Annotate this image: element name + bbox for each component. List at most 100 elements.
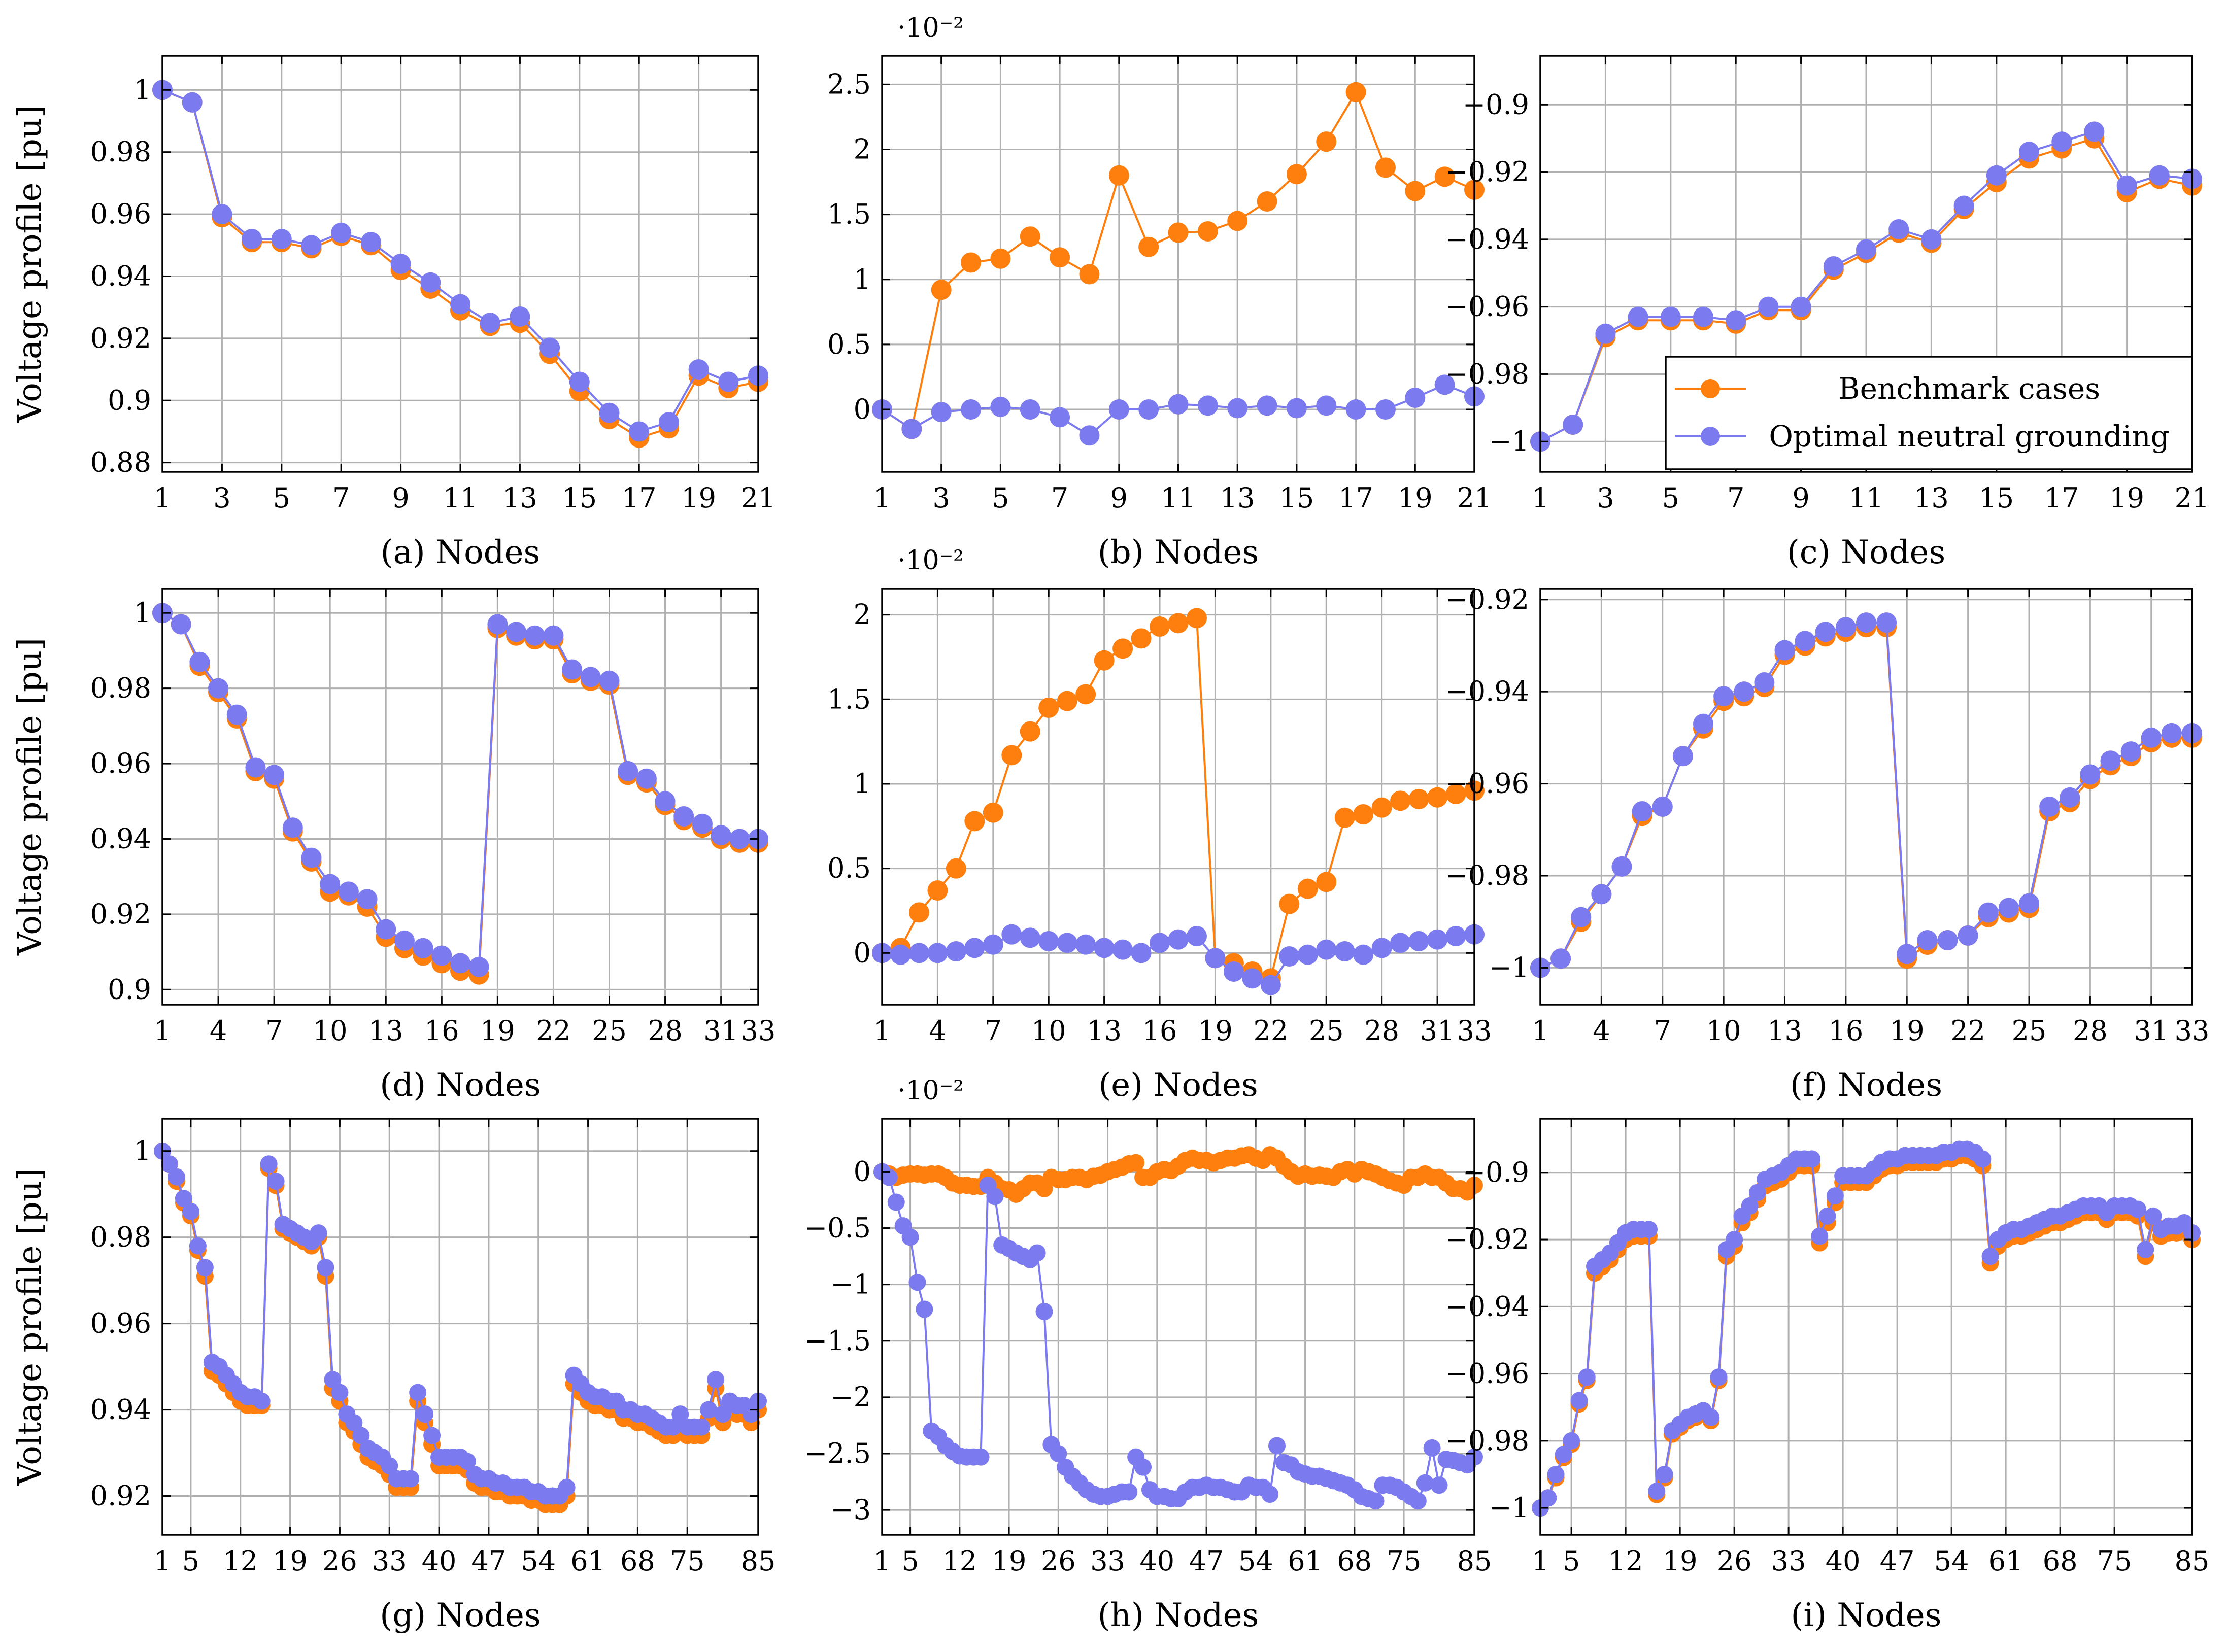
data-point [1050, 407, 1070, 428]
y-tick-label: 1 [134, 597, 151, 629]
data-point [1563, 1432, 1580, 1450]
x-tick-label: 26 [1041, 1545, 1076, 1577]
x-tick-label: 1 [1532, 1545, 1549, 1577]
data-point [1375, 399, 1396, 420]
y-tick-label: 0.92 [90, 898, 151, 930]
data-point [1353, 804, 1374, 824]
data-point [1826, 1187, 1844, 1205]
y-tick-label: 0.98 [90, 136, 151, 168]
x-tick-label: 13 [502, 482, 537, 514]
x-tick-label: 10 [1031, 1015, 1066, 1047]
data-point [331, 1384, 349, 1401]
data-point [1057, 691, 1077, 711]
x-tick-label: 47 [471, 1545, 507, 1577]
panels: 1 3 5 7 9 11 13 15 17 19 210.880.90.920.940.960.98… [11, 13, 2209, 1634]
y-tick-label: −3 [830, 1494, 871, 1526]
x-tick-label: 19 [681, 482, 716, 514]
data-point [1150, 933, 1170, 953]
y-tick-label: 1 [854, 768, 871, 800]
y-tick-label: −0.96 [1445, 1358, 1529, 1390]
data-point [1571, 907, 1592, 927]
data-point [908, 943, 929, 963]
data-point [301, 235, 322, 256]
series-optimal [1530, 121, 2202, 452]
x-tick-label: 10 [313, 1015, 348, 1047]
data-point [1257, 395, 1277, 416]
data-point [618, 761, 638, 781]
x-tick-label: 61 [1288, 1545, 1323, 1577]
plot-frame [161, 588, 759, 1006]
data-point [376, 919, 396, 940]
x-tick-label: 7 [332, 482, 350, 514]
data-point [1897, 944, 1917, 965]
x-tick-label: 54 [521, 1545, 556, 1577]
series-optimal [154, 1142, 767, 1505]
data-point [1818, 1207, 1836, 1225]
data-point [964, 811, 985, 832]
data-point [1367, 1492, 1385, 1510]
data-point [714, 1405, 732, 1423]
legend-marker-benchmark [1701, 379, 1720, 398]
data-point [1108, 399, 1129, 420]
y-tick-label: 0.94 [90, 822, 151, 854]
plot-frame [1539, 588, 2193, 1006]
data-point [1632, 801, 1652, 822]
data-point [416, 1405, 434, 1423]
data-point [413, 938, 433, 958]
data-point [1774, 640, 1795, 661]
data-point [1815, 622, 1836, 642]
data-point [208, 678, 229, 699]
data-point [908, 902, 929, 923]
x-tick-label: 9 [1110, 482, 1128, 514]
data-point [390, 254, 411, 274]
x-tick-label: 19 [1663, 1545, 1698, 1577]
x-tick-label: 13 [1087, 1015, 1122, 1047]
data-point [1057, 933, 1077, 953]
panel-caption: (a) Nodes [381, 534, 541, 571]
x-tick-label: 19 [480, 1015, 515, 1047]
x-tick-label: 7 [1654, 1015, 1671, 1047]
data-point [331, 222, 352, 243]
data-point [1937, 930, 1958, 951]
x-tick-label: 5 [273, 482, 290, 514]
x-tick-label: 17 [2044, 482, 2079, 514]
data-point [1550, 948, 1571, 969]
data-point [927, 880, 948, 901]
data-point [1917, 930, 1938, 951]
data-point [1120, 1483, 1138, 1501]
y-tick-label: 1.5 [827, 683, 871, 715]
panel-caption: (c) Nodes [1787, 534, 1945, 571]
y-tick-label: 0.96 [90, 1307, 151, 1339]
legend: Benchmark cases Optimal neutral groundin… [1665, 356, 2193, 470]
data-point [2080, 764, 2101, 785]
data-point [160, 1155, 178, 1173]
x-tick-label: 15 [1979, 482, 2014, 514]
data-point [338, 881, 359, 902]
x-tick-label: 25 [1309, 1015, 1344, 1047]
x-tick-label: 16 [1142, 1015, 1177, 1047]
data-point [1345, 82, 1366, 102]
series-benchmark [873, 1146, 1483, 1203]
data-point [569, 371, 590, 392]
data-point [2100, 750, 2121, 771]
data-point [1038, 931, 1059, 951]
data-point [1539, 1489, 1557, 1507]
x-tick-label: 61 [570, 1545, 605, 1577]
x-tick-label: 33 [1457, 1015, 1492, 1047]
y-tick-label: 0 [854, 937, 871, 969]
series-optimal [872, 924, 1485, 995]
data-point [880, 1168, 898, 1186]
data-point [1094, 650, 1115, 671]
y-tick-label: −2 [830, 1381, 871, 1413]
x-tick-label: 12 [942, 1545, 977, 1577]
data-point [1297, 944, 1318, 965]
x-tick-label: 21 [741, 482, 776, 514]
data-point [450, 953, 470, 974]
chart-h: 1 5 12 19 26 33 40 47 54 61 68 75 85 −3 −2.5 −2 −1.5 −1 −0… [804, 1076, 1492, 1634]
y-tick-label: −0.98 [1445, 859, 1529, 891]
y-tick-label: 0.98 [90, 1221, 151, 1253]
x-tick-label: 28 [1364, 1015, 1399, 1047]
x-tick-label: 13 [1914, 482, 1949, 514]
x-tick-label: 7 [265, 1015, 283, 1047]
x-tick-label: 3 [213, 482, 230, 514]
